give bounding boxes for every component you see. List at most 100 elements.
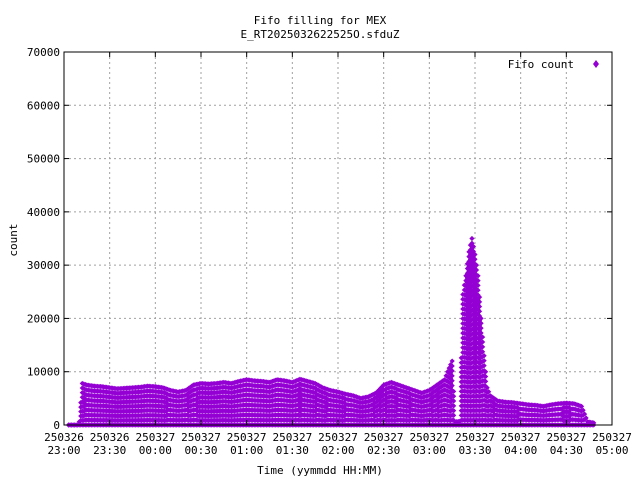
- data-point: [451, 393, 457, 399]
- data-point: [393, 399, 399, 405]
- data-point: [466, 268, 472, 274]
- data-point: [464, 275, 470, 281]
- x-tick-label-date: 250327: [318, 431, 358, 444]
- data-point: [475, 292, 481, 298]
- data-point: [467, 266, 474, 272]
- data-point: [163, 408, 169, 415]
- data-point: [449, 363, 455, 369]
- data-point: [449, 383, 455, 389]
- data-point: [163, 413, 169, 419]
- data-point: [476, 313, 483, 319]
- data-point: [483, 388, 489, 394]
- chart-title: Fifo filling for MEX: [254, 14, 387, 27]
- data-point: [464, 308, 470, 314]
- data-point: [475, 302, 481, 308]
- data-point: [295, 392, 302, 398]
- legend: Fifo count: [508, 58, 599, 71]
- data-point: [464, 270, 470, 276]
- data-point: [476, 308, 483, 314]
- data-point: [469, 259, 475, 266]
- data-point: [469, 235, 475, 242]
- data-point: [469, 288, 475, 294]
- data-point: [466, 306, 472, 313]
- x-tick-label-date: 250327: [409, 431, 449, 444]
- data-point: [295, 407, 302, 413]
- data-point: [483, 369, 489, 375]
- data-point: [467, 261, 474, 267]
- data-point: [466, 249, 472, 255]
- data-point: [466, 282, 472, 289]
- data-point: [184, 391, 190, 397]
- data-point: [451, 388, 457, 395]
- data-point: [481, 358, 487, 364]
- data-point: [378, 394, 384, 401]
- data-point: [476, 370, 483, 376]
- data-point: [483, 373, 489, 380]
- data-point: [464, 341, 470, 348]
- data-point: [472, 251, 478, 258]
- x-tick-label-time: 03:30: [458, 444, 491, 457]
- data-point: [480, 334, 486, 340]
- data-point: [295, 397, 302, 403]
- data-point: [466, 287, 472, 293]
- data-point: [428, 391, 434, 397]
- data-point: [475, 345, 481, 351]
- data-point: [475, 316, 481, 322]
- data-point: [480, 349, 486, 355]
- data-point: [566, 413, 572, 419]
- data-point: [467, 285, 474, 291]
- grid: [64, 52, 612, 425]
- x-tick-label-date: 250327: [181, 431, 221, 444]
- data-point: [467, 318, 474, 324]
- data-point: [469, 255, 475, 261]
- axis-ticks: 0 10000 20000 30000 40000 50000 60000 70000 2503…: [27, 46, 632, 457]
- data-point: [466, 350, 472, 356]
- y-tick-label: 30000: [27, 259, 60, 272]
- data-point: [449, 373, 455, 379]
- data-point: [428, 396, 434, 403]
- data-point: [448, 375, 454, 382]
- data-point: [472, 256, 478, 262]
- data-point: [463, 292, 469, 298]
- data-point: [478, 315, 484, 322]
- x-tick-label-date: 250327: [546, 431, 586, 444]
- y-tick-label: 60000: [27, 99, 60, 112]
- data-point: [448, 385, 454, 391]
- data-point: [464, 280, 470, 286]
- data-point: [582, 411, 588, 417]
- data-point: [475, 282, 481, 289]
- data-point: [464, 327, 470, 333]
- x-tick-label-time: 01:30: [276, 444, 309, 457]
- x-tick-label-time: 03:00: [413, 444, 446, 457]
- legend-marker: [593, 60, 599, 68]
- data-point: [466, 254, 472, 260]
- y-tick-label: 20000: [27, 312, 60, 325]
- y-tick-label: 10000: [27, 366, 60, 379]
- data-point: [481, 363, 487, 369]
- data-point: [515, 409, 521, 415]
- data-point: [475, 330, 481, 337]
- data-point: [463, 297, 469, 303]
- x-tick-label-time: 04:00: [504, 444, 537, 457]
- x-axis-label: Time (yymmdd HH:MM): [257, 464, 383, 477]
- data-point: [515, 405, 521, 411]
- data-point: [434, 402, 440, 408]
- data-point: [463, 345, 469, 351]
- data-point: [463, 330, 469, 337]
- data-point: [312, 394, 318, 400]
- data-point: [467, 304, 474, 310]
- data-point: [466, 302, 472, 308]
- data-point: [341, 408, 347, 415]
- data-point: [406, 413, 413, 419]
- data-point: [476, 299, 483, 305]
- data-point: [466, 278, 472, 284]
- data-point: [475, 278, 481, 284]
- data-point: [393, 404, 399, 410]
- data-point: [312, 399, 318, 405]
- data-point: [451, 408, 457, 414]
- data-point: [580, 407, 586, 413]
- x-tick-label-time: 00:00: [139, 444, 172, 457]
- data-point: [481, 353, 487, 359]
- data-point: [451, 412, 457, 419]
